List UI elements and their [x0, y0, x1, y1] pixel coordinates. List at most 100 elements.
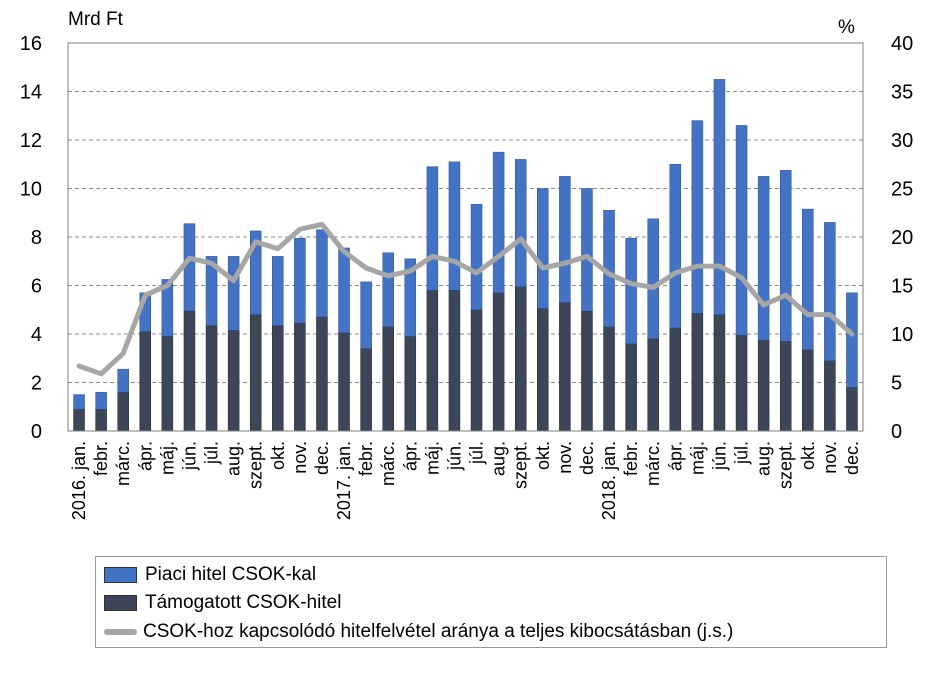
bar-subsidized — [249, 314, 262, 432]
y-left-tick-label: 4 — [31, 324, 42, 346]
x-tick-label: aug. — [754, 441, 774, 476]
bar-subsidized — [448, 290, 461, 432]
bar-subsidized — [404, 336, 417, 432]
y-left-tick-label: 2 — [31, 373, 42, 395]
x-tick-label: máj. — [422, 441, 442, 475]
bar-subsidized — [73, 408, 85, 432]
x-tick-label: nov. — [290, 441, 310, 474]
bar-market — [205, 256, 218, 326]
y-right-tick-label: 30 — [891, 130, 913, 152]
bar-subsidized — [95, 408, 107, 432]
bar-subsidized — [713, 314, 726, 432]
bar-market — [338, 247, 350, 334]
bar-market — [316, 229, 328, 318]
y-right-tick-label: 0 — [891, 421, 902, 443]
bar-market — [161, 279, 174, 337]
x-tick-label: ápr. — [665, 441, 685, 471]
bar-market — [382, 252, 394, 327]
bar-market — [95, 391, 107, 410]
ratio-line — [76, 221, 855, 377]
bar-subsidized — [824, 360, 836, 432]
bar-market — [559, 176, 571, 303]
bar-subsidized — [559, 302, 571, 432]
legend-item-market-loan: Piaci hitel CSOK-kal — [96, 561, 316, 589]
bar-market — [757, 176, 770, 341]
bar-subsidized — [183, 310, 196, 432]
bar-subsidized — [537, 308, 549, 432]
bar-subsidized — [802, 349, 814, 432]
legend-swatch-subsidized-loan — [104, 595, 137, 611]
x-axis-labels: 2016. jan. febr. márc. ápr. máj. jún. júl. aug.… — [69, 441, 862, 520]
bar-subsidized — [205, 325, 218, 432]
bar-market — [802, 208, 814, 351]
x-tick-label: febr. — [621, 441, 641, 476]
bar-market — [272, 256, 284, 326]
bars — [73, 79, 858, 432]
bar-subsidized — [669, 327, 682, 432]
bar-subsidized — [581, 310, 593, 432]
bar-market — [581, 188, 593, 312]
y-right-tick-label: 40 — [891, 33, 913, 55]
x-tick-label: nov. — [555, 441, 575, 474]
bar-market — [360, 281, 372, 349]
x-tick-label: máj. — [157, 441, 177, 475]
x-tick-label: okt. — [268, 441, 288, 470]
legend-swatch-market-loan — [104, 567, 137, 583]
y-right-tick-label: 35 — [891, 82, 913, 104]
y-left-tick-label: 6 — [31, 276, 42, 298]
plot-frame — [67, 42, 864, 432]
bar-subsidized — [117, 391, 129, 432]
bar-market — [691, 120, 704, 314]
bar-market — [404, 258, 417, 337]
bar-subsidized — [492, 292, 505, 432]
bar-subsidized — [338, 332, 350, 432]
bar-subsidized — [294, 322, 306, 432]
y-axis-left: 0 2 4 6 8 10 12 14 16 — [20, 33, 42, 443]
y-left-tick-label: 14 — [20, 82, 42, 104]
y-left-tick-label: 0 — [31, 421, 42, 443]
y-right-tick-label: 15 — [891, 276, 913, 298]
right-axis-unit: % — [838, 17, 855, 38]
y-right-tick-label: 5 — [891, 373, 902, 395]
bar-subsidized — [227, 330, 240, 432]
y-axis-right: 0 5 10 15 20 25 30 35 40 — [891, 33, 913, 443]
x-tick-label: júl. — [202, 441, 222, 465]
x-tick-label: dec. — [577, 441, 597, 475]
bar-market — [249, 230, 262, 315]
legend-swatch-ratio-line — [104, 629, 137, 635]
bar-market — [514, 159, 527, 287]
x-tick-label: márc. — [643, 441, 663, 486]
bar-subsidized — [426, 290, 439, 432]
bar-subsidized — [779, 341, 792, 432]
bar-market — [669, 164, 682, 329]
bar-market — [448, 161, 461, 291]
ratio-line-path — [76, 221, 855, 377]
bar-market — [735, 125, 748, 336]
bar-market — [183, 223, 196, 312]
x-tick-label: márc. — [113, 441, 133, 486]
bar-market — [537, 188, 549, 309]
x-tick-label: jún. — [180, 441, 200, 471]
y-left-tick-label: 8 — [31, 227, 42, 249]
bar-subsidized — [757, 339, 770, 432]
bar-subsidized — [316, 316, 328, 432]
bar-market — [117, 368, 129, 393]
x-tick-label: dec. — [842, 441, 862, 475]
x-tick-label: aug. — [224, 441, 244, 476]
x-tick-label: júl. — [732, 441, 752, 465]
legend-label-ratio-line: CSOK-hoz kapcsolódó hitelfelvétel aránya… — [143, 621, 734, 642]
x-tick-label: szept. — [776, 441, 796, 489]
x-tick-label: ápr. — [400, 441, 420, 471]
bar-subsidized — [603, 326, 615, 432]
bar-subsidized — [625, 343, 637, 432]
legend-label-market-loan: Piaci hitel CSOK-kal — [145, 564, 317, 585]
left-axis-unit: Mrd Ft — [68, 9, 124, 30]
bar-subsidized — [647, 338, 659, 432]
x-tick-label: szept. — [246, 441, 266, 489]
bar-subsidized — [139, 331, 152, 432]
legend: Piaci hitel CSOK-kal Támogatott CSOK-hit… — [95, 556, 887, 648]
bar-market — [470, 204, 483, 310]
legend-item-ratio-line: CSOK-hoz kapcsolódó hitelfelvétel aránya… — [96, 618, 733, 646]
x-tick-label: febr. — [356, 441, 376, 476]
x-tick-label: máj. — [687, 441, 707, 475]
